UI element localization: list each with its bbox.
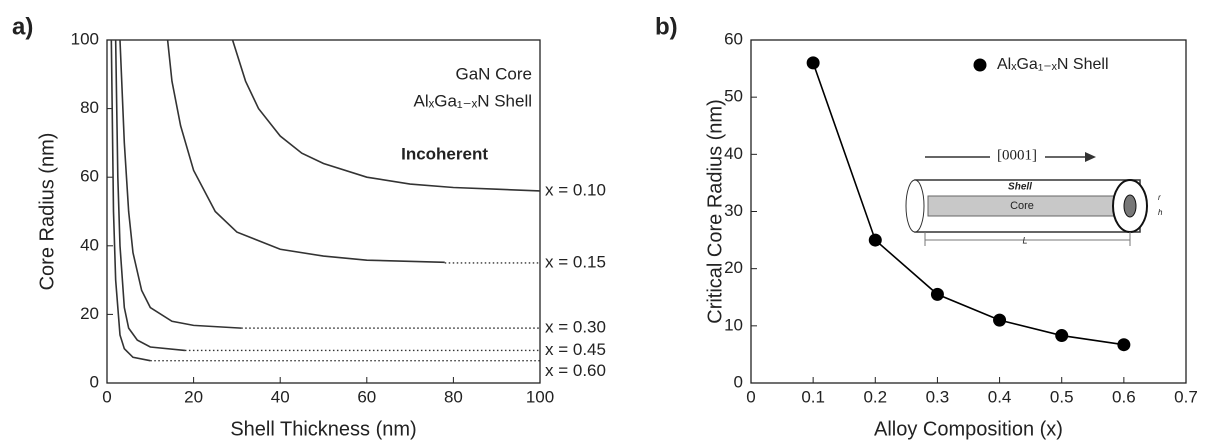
annotation: GaN Core: [455, 64, 532, 83]
plot-frame: [106, 39, 541, 384]
x-tick-label: 0: [746, 387, 755, 406]
series-line: [114, 39, 186, 352]
series-line: [119, 39, 242, 329]
annotation: Incoherent: [401, 144, 488, 163]
legend-label: AlₓGa₁₋ₓN Shell: [997, 56, 1109, 73]
line-label: x = 0.10: [545, 180, 606, 199]
inset-diagram: [0001] Shell Core L r h: [905, 147, 1163, 246]
x-tick-label: 0.7: [1174, 387, 1198, 406]
x-tick-label: 20: [184, 387, 203, 406]
x-axis-label: Shell Thickness (nm): [230, 418, 416, 440]
line-label: x = 0.15: [545, 252, 606, 271]
y-tick-label: 10: [724, 315, 743, 334]
x-tick-label: 0.1: [801, 387, 825, 406]
y-tick-label: 50: [724, 87, 743, 106]
x-tick-label: 100: [526, 387, 554, 406]
inset-length-label: L: [1022, 235, 1027, 245]
inset-radius-label: r: [1158, 193, 1161, 202]
point: [1117, 338, 1131, 352]
y-tick-label: 20: [80, 304, 99, 323]
x-tick-label: 60: [357, 387, 376, 406]
y-axis-label: Critical Core Radius (nm): [704, 99, 726, 324]
panel-label: b): [655, 13, 678, 40]
point: [868, 233, 882, 247]
point: [1055, 329, 1069, 343]
point: [993, 313, 1007, 327]
inset-arrowhead: [1085, 152, 1096, 162]
inset-direction: [0001]: [997, 147, 1037, 163]
x-tick-label: 0.6: [1112, 387, 1136, 406]
y-tick-label: 0: [90, 372, 99, 391]
point: [930, 287, 944, 301]
series-line: [110, 39, 151, 362]
inset-shell-label: Shell: [1008, 182, 1032, 193]
x-tick-label: 0.2: [863, 387, 887, 406]
line-label: x = 0.30: [545, 318, 606, 337]
y-tick-label: 60: [724, 29, 743, 48]
series-line: [231, 39, 541, 192]
panel-label: a): [12, 13, 33, 40]
inset-core-label: Core: [1010, 200, 1034, 212]
x-tick-label: 0: [102, 387, 111, 406]
annotation: AlₓGa₁₋ₓN Shell: [414, 91, 532, 110]
x-axis-label: Alloy Composition (x): [874, 418, 1063, 440]
inset-thickness-label: h: [1158, 208, 1163, 217]
inset-shell-end: [905, 179, 925, 233]
series-line: [166, 39, 445, 264]
y-tick-label: 60: [80, 167, 99, 186]
line-label: x = 0.60: [545, 361, 606, 380]
y-tick-label: 80: [80, 98, 99, 117]
x-tick-label: 80: [444, 387, 463, 406]
y-tick-label: 0: [734, 372, 743, 391]
x-tick-label: 0.3: [926, 387, 950, 406]
legend-marker: [973, 58, 987, 72]
series-line: [812, 62, 1124, 346]
y-tick-label: 40: [80, 235, 99, 254]
y-tick-label: 20: [724, 258, 743, 277]
y-axis-label: Core Radius (nm): [36, 133, 58, 291]
x-tick-label: 0.5: [1050, 387, 1074, 406]
y-tick-label: 100: [71, 29, 99, 48]
y-tick-label: 30: [724, 201, 743, 220]
x-tick-label: 40: [271, 387, 290, 406]
point: [806, 56, 820, 70]
x-tick-label: 0.4: [988, 387, 1012, 406]
inset-core-end: [1123, 194, 1137, 218]
y-tick-label: 40: [724, 144, 743, 163]
line-label: x = 0.45: [545, 340, 606, 359]
